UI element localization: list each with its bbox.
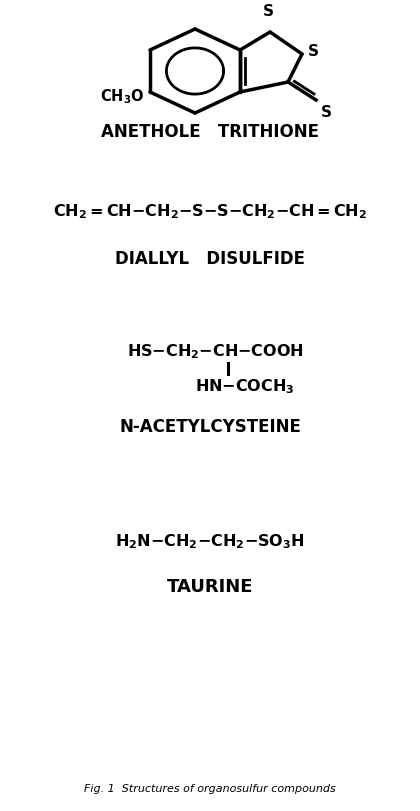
Text: $\mathregular{HN{-}COCH_3}$: $\mathregular{HN{-}COCH_3}$ [195, 377, 295, 396]
Text: $\mathregular{H_2N{-}CH_2{-}CH_2{-}SO_3H}$: $\mathregular{H_2N{-}CH_2{-}CH_2{-}SO_3H… [115, 532, 305, 551]
Text: DIALLYL   DISULFIDE: DIALLYL DISULFIDE [115, 250, 305, 268]
Text: $\mathregular{CH_3O}$: $\mathregular{CH_3O}$ [100, 88, 144, 106]
Text: S: S [321, 105, 332, 120]
Text: S: S [308, 44, 319, 58]
Text: ANETHOLE   TRITHIONE: ANETHOLE TRITHIONE [101, 122, 319, 141]
Text: $\mathregular{CH_2{=}CH{-}CH_2{-}S{-}S{-}CH_2{-}CH{=}CH_2}$: $\mathregular{CH_2{=}CH{-}CH_2{-}S{-}S{-… [53, 203, 367, 221]
Text: Fig. 1  Structures of organosulfur compounds: Fig. 1 Structures of organosulfur compou… [84, 783, 336, 793]
Text: N-ACETYLCYSTEINE: N-ACETYLCYSTEINE [119, 418, 301, 436]
Text: S: S [262, 4, 273, 19]
Text: $\mathregular{HS{-}CH_2{-}CH{-}COOH}$: $\mathregular{HS{-}CH_2{-}CH{-}COOH}$ [126, 342, 303, 361]
Text: TAURINE: TAURINE [167, 577, 253, 595]
